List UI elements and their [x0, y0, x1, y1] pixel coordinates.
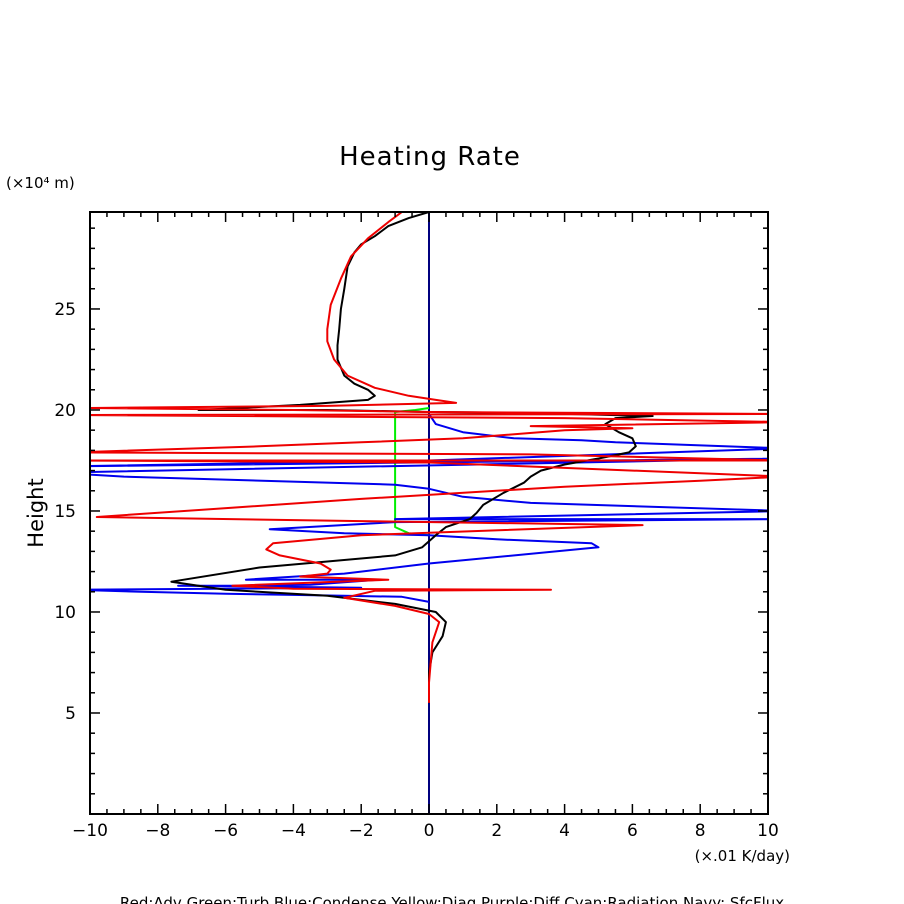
- series-line-green: [394, 407, 430, 537]
- series-line-red: [90, 212, 768, 703]
- legend-caption: Red:Adv Green:Turb Blue:Condense Yellow:…: [120, 894, 784, 904]
- x-tick-label: 10: [757, 821, 779, 841]
- x-tick-label: 2: [491, 821, 502, 841]
- y-tick-label: 5: [65, 704, 76, 724]
- series-line-blue: [90, 413, 768, 603]
- y-axis-label: Height: [24, 478, 48, 547]
- x-tick-label: 0: [424, 821, 435, 841]
- x-tick-label: 4: [559, 821, 570, 841]
- series-line-black: [170, 212, 654, 703]
- y-units-label: (×10⁴ m): [6, 174, 75, 192]
- x-tick-label: 8: [695, 821, 706, 841]
- tick-labels-layer: −10 −8 −6 −4 −2 0 2 4 6 8 10 5 10 15 20 25: [54, 300, 778, 841]
- y-tick-label: 10: [54, 603, 76, 623]
- chart-title: Heating Rate: [339, 142, 521, 172]
- series-layer: [90, 212, 768, 814]
- x-tick-label: −4: [281, 821, 306, 841]
- x-units-label: (×.01 K/day): [695, 847, 790, 865]
- y-tick-label: 20: [54, 401, 76, 421]
- y-tick-label: 25: [54, 300, 76, 320]
- x-tick-label: 6: [627, 821, 638, 841]
- x-tick-label: −8: [145, 821, 170, 841]
- plot-frame: [89, 211, 769, 815]
- x-tick-label: −10: [72, 821, 108, 841]
- x-tick-label: −6: [213, 821, 238, 841]
- x-tick-label: −2: [349, 821, 374, 841]
- y-tick-label: 15: [54, 502, 76, 522]
